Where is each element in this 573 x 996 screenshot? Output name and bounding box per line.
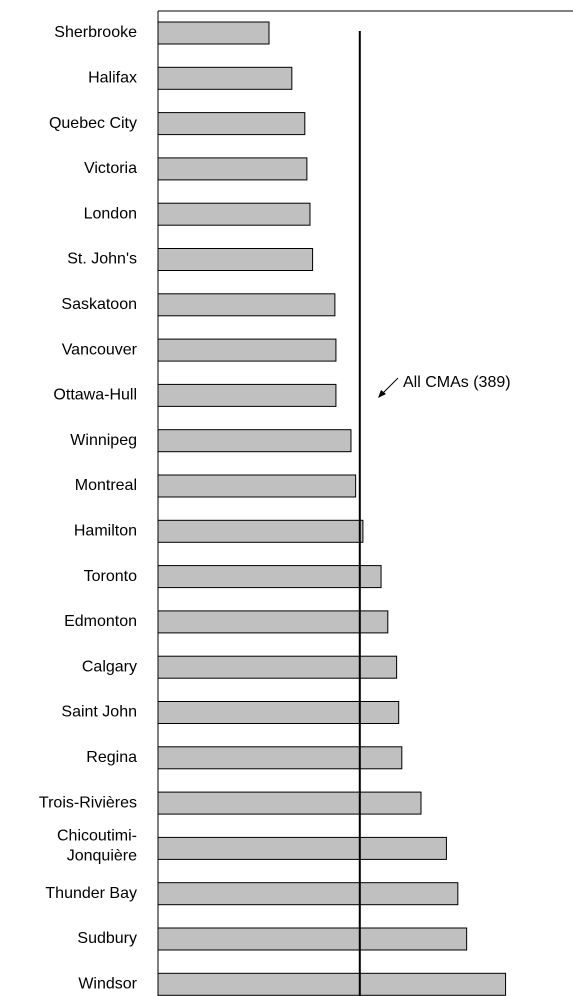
- y-tick-label: London: [84, 205, 137, 222]
- y-tick-label: Montreal: [75, 477, 137, 494]
- bar: [157, 474, 357, 498]
- bar: [157, 519, 364, 543]
- bar: [157, 565, 382, 589]
- y-tick-label: Regina: [86, 749, 137, 766]
- y-tick-label: Hamilton: [74, 523, 137, 540]
- annotation-arrowhead: [378, 390, 386, 398]
- y-tick-label: Quebec City: [49, 115, 137, 132]
- bar: [157, 293, 336, 317]
- bar: [157, 66, 293, 90]
- y-tick-label: Calgary: [82, 658, 137, 675]
- bar: [157, 202, 311, 226]
- y-tick-label: Saint John: [61, 704, 137, 721]
- bar: [157, 746, 403, 770]
- bar: [157, 655, 398, 679]
- bar: [157, 429, 352, 453]
- y-tick-label: Halifax: [88, 70, 137, 87]
- y-tick-label: Vancouver: [62, 341, 138, 358]
- bar: [157, 791, 422, 815]
- bar: [157, 882, 459, 906]
- bar: [157, 248, 314, 271]
- y-tick-label: Sherbrooke: [54, 24, 137, 41]
- y-tick-label: Victoria: [84, 160, 137, 177]
- y-tick-label: Ottawa-Hull: [53, 387, 137, 404]
- bar: [157, 338, 337, 362]
- y-tick-label: Toronto: [84, 568, 137, 585]
- y-tick-label: Saskatoon: [61, 296, 137, 313]
- bar: [157, 21, 270, 45]
- bar: [157, 972, 507, 996]
- bar: [157, 157, 308, 181]
- y-tick-label: St. John's: [67, 251, 137, 268]
- bar: [157, 112, 306, 136]
- bar: [157, 383, 337, 407]
- y-tick-label: Edmonton: [64, 613, 137, 630]
- y-tick-label: Chicoutimi-Jonquière: [57, 828, 137, 865]
- y-tick-label: Sudbury: [77, 930, 137, 947]
- bar: [157, 701, 400, 724]
- bar: [157, 610, 389, 634]
- annotation-label: All CMAs (389): [403, 374, 511, 391]
- y-tick-label: Thunder Bay: [45, 885, 137, 902]
- bar: [157, 836, 447, 860]
- y-tick-label: Windsor: [78, 976, 137, 993]
- bar: [157, 927, 468, 951]
- y-tick-label: Trois-Rivières: [39, 794, 137, 811]
- y-tick-label: Winnipeg: [70, 432, 137, 449]
